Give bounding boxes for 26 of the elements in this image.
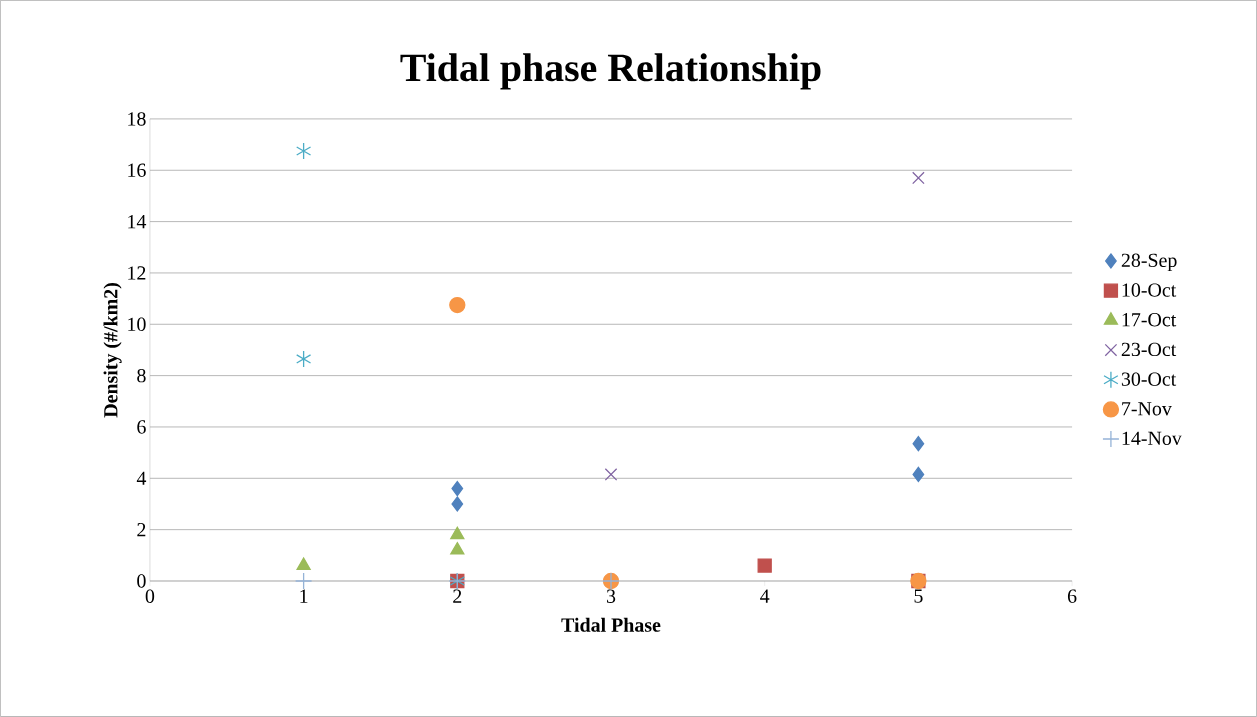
y-tick-label: 18: [128, 112, 146, 126]
legend-label: 14-Nov: [1122, 431, 1182, 446]
y-tick-label: 4: [136, 471, 147, 485]
y-tick-label: 2: [137, 523, 146, 537]
legend-label: 23-Oct: [1121, 342, 1177, 357]
y-tick-label: 12: [128, 266, 146, 280]
x-tick-label: 6: [1067, 589, 1077, 603]
y-tick-label: 8: [137, 368, 146, 383]
x-tick-label: 1: [300, 589, 308, 603]
x-axis-title: Tidal Phase: [561, 617, 661, 632]
chart-title: Tidal phase Relationship: [400, 53, 821, 90]
y-tick-label: 0: [137, 574, 146, 588]
x-tick-label: 4: [760, 589, 770, 603]
y-axis-title: Density (#/km2): [103, 283, 122, 418]
y-tick-label: 16: [128, 163, 146, 177]
legend-label: 30-Oct: [1121, 372, 1177, 386]
y-tick-label: 14: [128, 215, 147, 229]
legend-label: 10-Oct: [1122, 283, 1177, 297]
x-tick-label: 3: [606, 589, 616, 603]
x-tick-label: 2: [453, 589, 462, 603]
legend-label: 7-Nov: [1122, 402, 1172, 416]
legend-label: 28-Sep: [1121, 253, 1177, 272]
x-tick-label: 5: [914, 589, 923, 603]
legend-label: 17-Oct: [1122, 313, 1177, 327]
y-tick-label: 6: [137, 420, 146, 434]
y-tick-label: 10: [128, 317, 146, 332]
